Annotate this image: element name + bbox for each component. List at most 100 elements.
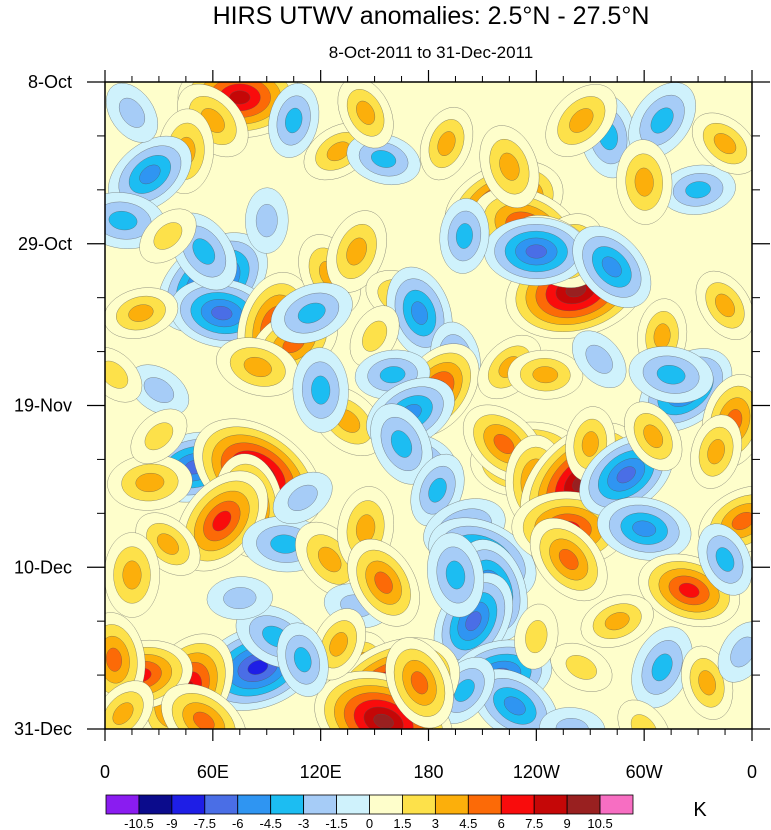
contour-band bbox=[445, 560, 466, 590]
colorbar-level-label: -10.5 bbox=[124, 816, 154, 830]
contour-band bbox=[616, 466, 636, 484]
contour-band bbox=[601, 256, 622, 278]
anomaly-feature bbox=[690, 414, 742, 489]
colorbar-level-label: -7.5 bbox=[194, 816, 216, 830]
contour-band bbox=[243, 357, 272, 377]
x-tick-label: 0 bbox=[100, 762, 110, 782]
anomaly-feature bbox=[631, 626, 693, 709]
anomaly-feature bbox=[479, 125, 540, 209]
colorbar-swatch bbox=[105, 794, 140, 815]
colorbar-swatch bbox=[204, 794, 239, 815]
colorbar-swatch bbox=[270, 794, 305, 815]
contour-band bbox=[153, 222, 183, 250]
anomaly-feature bbox=[105, 287, 179, 339]
contour-band bbox=[212, 510, 232, 532]
contour-band bbox=[581, 431, 599, 457]
colorbar-swatch bbox=[138, 794, 173, 815]
anomaly-feature bbox=[529, 517, 608, 602]
anomaly-feature bbox=[695, 270, 752, 340]
colorbar-level-label: -1.5 bbox=[325, 816, 347, 830]
anomaly-feature bbox=[276, 622, 329, 697]
colorbar-swatch bbox=[533, 794, 568, 815]
y-tick-label: 10-Dec bbox=[14, 557, 72, 577]
anomaly-feature bbox=[370, 403, 433, 485]
contour-band bbox=[156, 533, 179, 555]
anomaly-feature bbox=[161, 683, 247, 729]
colorbar-level-label: -9 bbox=[166, 816, 178, 830]
contour-band bbox=[731, 512, 752, 530]
colorbar-level-label: 6 bbox=[498, 816, 505, 830]
anomaly-feature bbox=[628, 346, 714, 404]
contour-band bbox=[362, 320, 388, 352]
anomaly-feature bbox=[337, 82, 394, 149]
contour-band bbox=[465, 611, 482, 631]
anomaly-feature bbox=[216, 337, 300, 397]
colorbar-level-label: 3 bbox=[432, 816, 439, 830]
contour-band bbox=[106, 647, 122, 672]
anomaly-feature bbox=[105, 532, 160, 618]
contour-band bbox=[144, 422, 174, 451]
colorbar-level-label: -3 bbox=[298, 816, 310, 830]
contour-band bbox=[604, 612, 630, 631]
contour-band bbox=[632, 520, 657, 537]
colorbar-level-label: 1.5 bbox=[393, 816, 411, 830]
chart-title: HIRS UTWV anomalies: 2.5°N - 27.5°N bbox=[213, 2, 650, 30]
anomaly-feature bbox=[616, 139, 673, 225]
colorbar-swatch bbox=[566, 794, 601, 815]
contour-band bbox=[713, 133, 737, 154]
contour-band bbox=[656, 365, 686, 385]
colorbar-swatch bbox=[237, 794, 272, 815]
contour-band bbox=[139, 164, 161, 185]
contour-band bbox=[456, 223, 473, 249]
colorbar-level-label: 10.5 bbox=[587, 816, 612, 830]
y-tick-label: 29-Oct bbox=[18, 234, 72, 254]
anomaly-feature bbox=[105, 346, 143, 403]
contour-band bbox=[643, 424, 663, 448]
anomaly-feature bbox=[572, 330, 627, 389]
contour-band bbox=[678, 582, 700, 598]
contour-band bbox=[287, 484, 318, 511]
chart-subtitle: 8-Oct-2011 to 31-Dec-2011 bbox=[329, 43, 533, 62]
contour-band bbox=[311, 375, 331, 405]
anomaly-feature bbox=[270, 282, 353, 344]
contour-band bbox=[211, 306, 233, 321]
contour-band bbox=[532, 366, 559, 384]
contour-band bbox=[569, 108, 594, 133]
anomaly-feature bbox=[130, 408, 188, 464]
contour-band bbox=[122, 560, 142, 590]
anomaly-feature bbox=[107, 454, 193, 511]
contour-band bbox=[651, 653, 673, 682]
anomaly-feature bbox=[326, 210, 387, 293]
anomaly-feature bbox=[580, 594, 654, 648]
x-tick-label: 60E bbox=[197, 762, 229, 782]
contour-band bbox=[255, 204, 278, 238]
contour-band bbox=[379, 366, 406, 384]
contour-band bbox=[229, 90, 251, 105]
colorbar-unit-label: K bbox=[693, 799, 707, 821]
contour-band bbox=[318, 546, 342, 573]
colorbar-level-label: -4.5 bbox=[259, 816, 281, 830]
contour-band bbox=[223, 587, 257, 609]
contour-band bbox=[135, 473, 165, 492]
contour-band bbox=[108, 211, 138, 231]
contour-band bbox=[112, 702, 134, 725]
anomaly-feature bbox=[514, 603, 559, 670]
contour-band bbox=[391, 430, 412, 458]
contour-band bbox=[428, 477, 447, 503]
contour-band bbox=[525, 244, 547, 259]
contour-band bbox=[410, 671, 429, 695]
colorbar-level-label: 9 bbox=[564, 816, 571, 830]
anomaly-feature bbox=[292, 347, 349, 433]
contour-band bbox=[650, 107, 674, 134]
anomaly-feature bbox=[550, 642, 613, 692]
colorbar-swatch bbox=[500, 794, 535, 815]
anomaly-feature bbox=[660, 164, 736, 215]
anomaly-feature bbox=[691, 112, 752, 175]
anomaly-feature bbox=[697, 523, 752, 596]
contour-band bbox=[715, 293, 735, 318]
contour-band bbox=[715, 547, 735, 572]
anomaly-feature bbox=[105, 680, 154, 729]
colorbar-swatch bbox=[171, 794, 206, 815]
anomaly-feature bbox=[507, 349, 584, 400]
contour-band bbox=[297, 302, 326, 324]
